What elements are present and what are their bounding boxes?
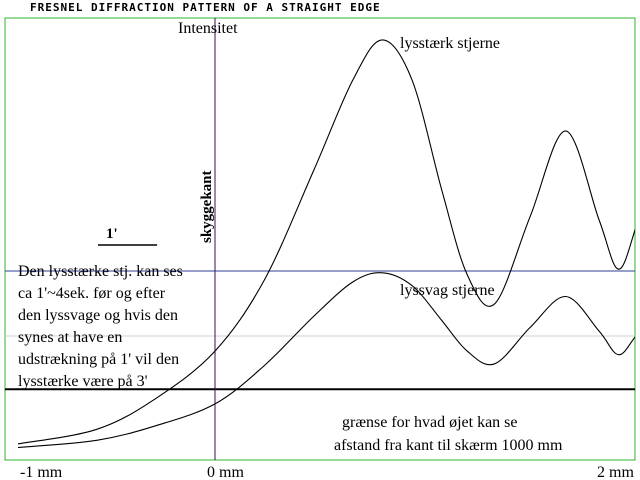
chart-title: FRESNEL DIFFRACTION PATTERN OF A STRAIGH… [30,1,381,14]
series-faint-star-curve [17,272,635,449]
distance-label: afstand fra kant til skærm 1000 mm [334,437,563,454]
x-tick-label: -1 mm [20,464,63,480]
x-tick-label: 0 mm [207,464,244,480]
scale-bar-label: 1' [106,226,118,242]
series-bright-star-curve [17,39,635,445]
threshold-label: grænse for hvad øjet kan se [342,414,518,431]
note-line: ca 1'~4sek. før og efter [18,285,166,302]
note-line: den lyssvage og hvis den [18,307,178,324]
x-tick-label: 2 mm [597,464,634,480]
plot-frame [4,17,636,461]
note-line: synes at have en [18,329,122,346]
series-label-bright-star: lysstærk stjerne [400,35,500,52]
annotation-note: Den lysstærke stj. kan ses ca 1'~4sek. f… [18,263,183,390]
note-line: udstrækning på 1' vil den [18,351,179,368]
y-axis-label: Intensitet [178,20,238,37]
note-line: lysstærke være på 3' [18,373,148,390]
series-label-faint-star: lyssvag stjerne [400,282,495,299]
note-line: Den lysstærke stj. kan ses [18,263,183,280]
edge-label: skyggekant [199,170,215,243]
